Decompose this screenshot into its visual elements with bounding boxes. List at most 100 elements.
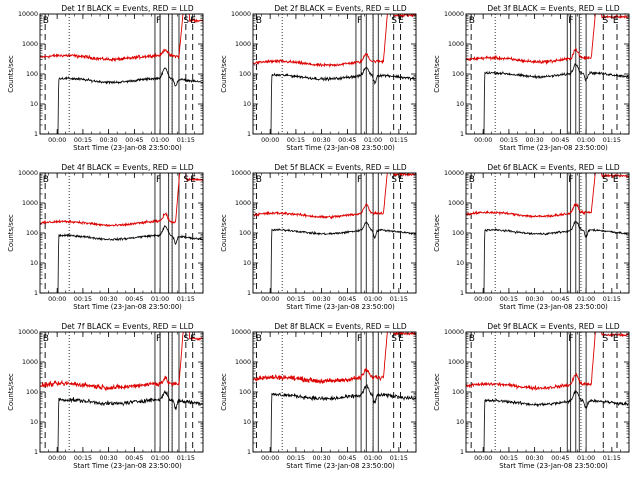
y-tick-label: 1 xyxy=(460,449,464,456)
x-axis-label: Start Time (23-Jan-08 23:50:00) xyxy=(499,462,608,470)
y-tick-label: 1000 xyxy=(235,41,251,48)
x-tick-label: 00:15 xyxy=(287,137,305,144)
series-lld-line xyxy=(466,173,629,219)
flag-f: F xyxy=(156,334,161,344)
series-lld-line xyxy=(253,332,416,385)
x-tick-label: 00:15 xyxy=(500,137,518,144)
y-tick-label: 1 xyxy=(34,449,38,456)
y-tick-label: 100 xyxy=(452,389,464,396)
y-tick-label: 1 xyxy=(34,131,38,138)
x-tick-label: 00:45 xyxy=(338,137,356,144)
flag-s: S xyxy=(391,175,397,185)
y-tick-label: 1000 xyxy=(235,200,251,207)
series-events-line xyxy=(253,384,416,452)
series-events-line xyxy=(253,220,416,293)
x-tick-label: 00:00 xyxy=(261,137,279,144)
flag-e: E xyxy=(190,175,196,185)
y-tick-label: 1 xyxy=(247,290,251,297)
x-tick-label: 01:00 xyxy=(577,296,595,303)
panel-title: Det 7f BLACK = Events, RED = LLD xyxy=(61,322,194,331)
x-tick-label: 00:00 xyxy=(474,296,492,303)
x-tick-label: 00:00 xyxy=(261,455,279,462)
x-tick-label: 01:15 xyxy=(177,137,195,144)
x-tick-label: 01:15 xyxy=(603,296,621,303)
flag-f: F xyxy=(568,175,573,185)
flag-b: B xyxy=(469,16,475,26)
x-axis-label: Start Time (23-Jan-08 23:50:00) xyxy=(286,144,395,152)
panel-det-5f: 1 10 100 1000 10000 00:00 00:15 00:30 00:45 01:00… xyxy=(220,163,417,311)
x-tick-label: 00:45 xyxy=(125,137,143,144)
x-tick-label: 00:15 xyxy=(287,455,305,462)
y-tick-label: 100 xyxy=(452,230,464,237)
x-axis-label: Start Time (23-Jan-08 23:50:00) xyxy=(499,303,608,311)
plot-frame xyxy=(39,331,204,453)
y-tick-label: 100 xyxy=(26,389,38,396)
y-tick-label: 100 xyxy=(452,71,464,78)
panel-det-7f: 1 10 100 1000 10000 00:00 00:15 00:30 00:45 01:00… xyxy=(7,322,204,470)
panel-title: Det 3f BLACK = Events, RED = LLD xyxy=(487,4,620,13)
flag-b: B xyxy=(256,334,262,344)
flag-f: F xyxy=(357,175,362,185)
x-tick-label: 01:00 xyxy=(364,296,382,303)
panel-title: Det 8f BLACK = Events, RED = LLD xyxy=(274,322,407,331)
flag-b: B xyxy=(43,175,49,185)
y-axis-label: Counts/sec xyxy=(7,55,15,93)
x-tick-label: 00:45 xyxy=(338,296,356,303)
y-tick-label: 10000 xyxy=(18,11,38,18)
panel-title: Det 1f BLACK = Events, RED = LLD xyxy=(61,4,194,13)
x-axis-label: Start Time (23-Jan-08 23:50:00) xyxy=(73,303,182,311)
y-tick-label: 10 xyxy=(30,260,38,267)
y-tick-label: 100 xyxy=(239,230,251,237)
flag-f: F xyxy=(568,334,573,344)
panel-title: Det 2f BLACK = Events, RED = LLD xyxy=(274,4,407,13)
y-tick-label: 1000 xyxy=(448,359,464,366)
x-tick-label: 00:00 xyxy=(48,455,66,462)
flag-f: F xyxy=(357,16,362,26)
x-tick-label: 00:00 xyxy=(48,296,66,303)
panel-title: Det 6f BLACK = Events, RED = LLD xyxy=(487,163,620,172)
flag-f: F xyxy=(357,334,362,344)
y-tick-label: 10000 xyxy=(444,170,464,177)
x-axis-label: Start Time (23-Jan-08 23:50:00) xyxy=(286,303,395,311)
panel-det-6f: 1 10 100 1000 10000 00:00 00:15 00:30 00:45 01:00… xyxy=(433,163,630,311)
flag-b: B xyxy=(256,16,262,26)
x-tick-label: 00:45 xyxy=(551,296,569,303)
x-tick-label: 00:45 xyxy=(125,455,143,462)
flag-e: E xyxy=(613,16,619,26)
x-axis-label: Start Time (23-Jan-08 23:50:00) xyxy=(73,144,182,152)
y-tick-label: 10000 xyxy=(18,170,38,177)
x-tick-label: 00:15 xyxy=(500,296,518,303)
series-events-line xyxy=(466,63,629,134)
y-tick-label: 1000 xyxy=(448,41,464,48)
panel-det-3f: 1 10 100 1000 10000 00:00 00:15 00:30 00:45 01:00… xyxy=(433,4,630,152)
x-tick-label: 00:00 xyxy=(48,137,66,144)
flag-b: B xyxy=(469,175,475,185)
flag-b: B xyxy=(43,334,49,344)
x-tick-label: 01:15 xyxy=(177,455,195,462)
plot-frame xyxy=(252,13,417,135)
x-tick-label: 01:15 xyxy=(390,296,408,303)
x-tick-label: 00:00 xyxy=(474,137,492,144)
y-tick-label: 10 xyxy=(30,419,38,426)
flag-e: E xyxy=(613,334,619,344)
flag-b: B xyxy=(256,175,262,185)
panel-det-8f: 1 10 100 1000 10000 00:00 00:15 00:30 00:45 01:00… xyxy=(220,322,417,470)
flag-s: S xyxy=(391,334,397,344)
x-tick-label: 00:15 xyxy=(74,137,92,144)
y-tick-label: 10000 xyxy=(444,329,464,336)
y-axis-label: Counts/sec xyxy=(433,373,441,411)
y-tick-label: 1 xyxy=(247,449,251,456)
series-events-line xyxy=(40,224,203,293)
x-axis-label: Start Time (23-Jan-08 23:50:00) xyxy=(73,462,182,470)
x-tick-label: 01:00 xyxy=(577,455,595,462)
flag-s: S xyxy=(603,16,609,26)
series-lld-line xyxy=(40,14,203,62)
panel-det-9f: 1 10 100 1000 10000 00:00 00:15 00:30 00:45 01:00… xyxy=(433,322,630,470)
y-axis-label: Counts/sec xyxy=(220,373,228,411)
x-tick-label: 01:00 xyxy=(151,137,169,144)
y-tick-label: 10000 xyxy=(231,329,251,336)
y-tick-label: 10 xyxy=(243,101,251,108)
flag-b: B xyxy=(469,334,475,344)
panel-title: Det 4f BLACK = Events, RED = LLD xyxy=(61,163,194,172)
